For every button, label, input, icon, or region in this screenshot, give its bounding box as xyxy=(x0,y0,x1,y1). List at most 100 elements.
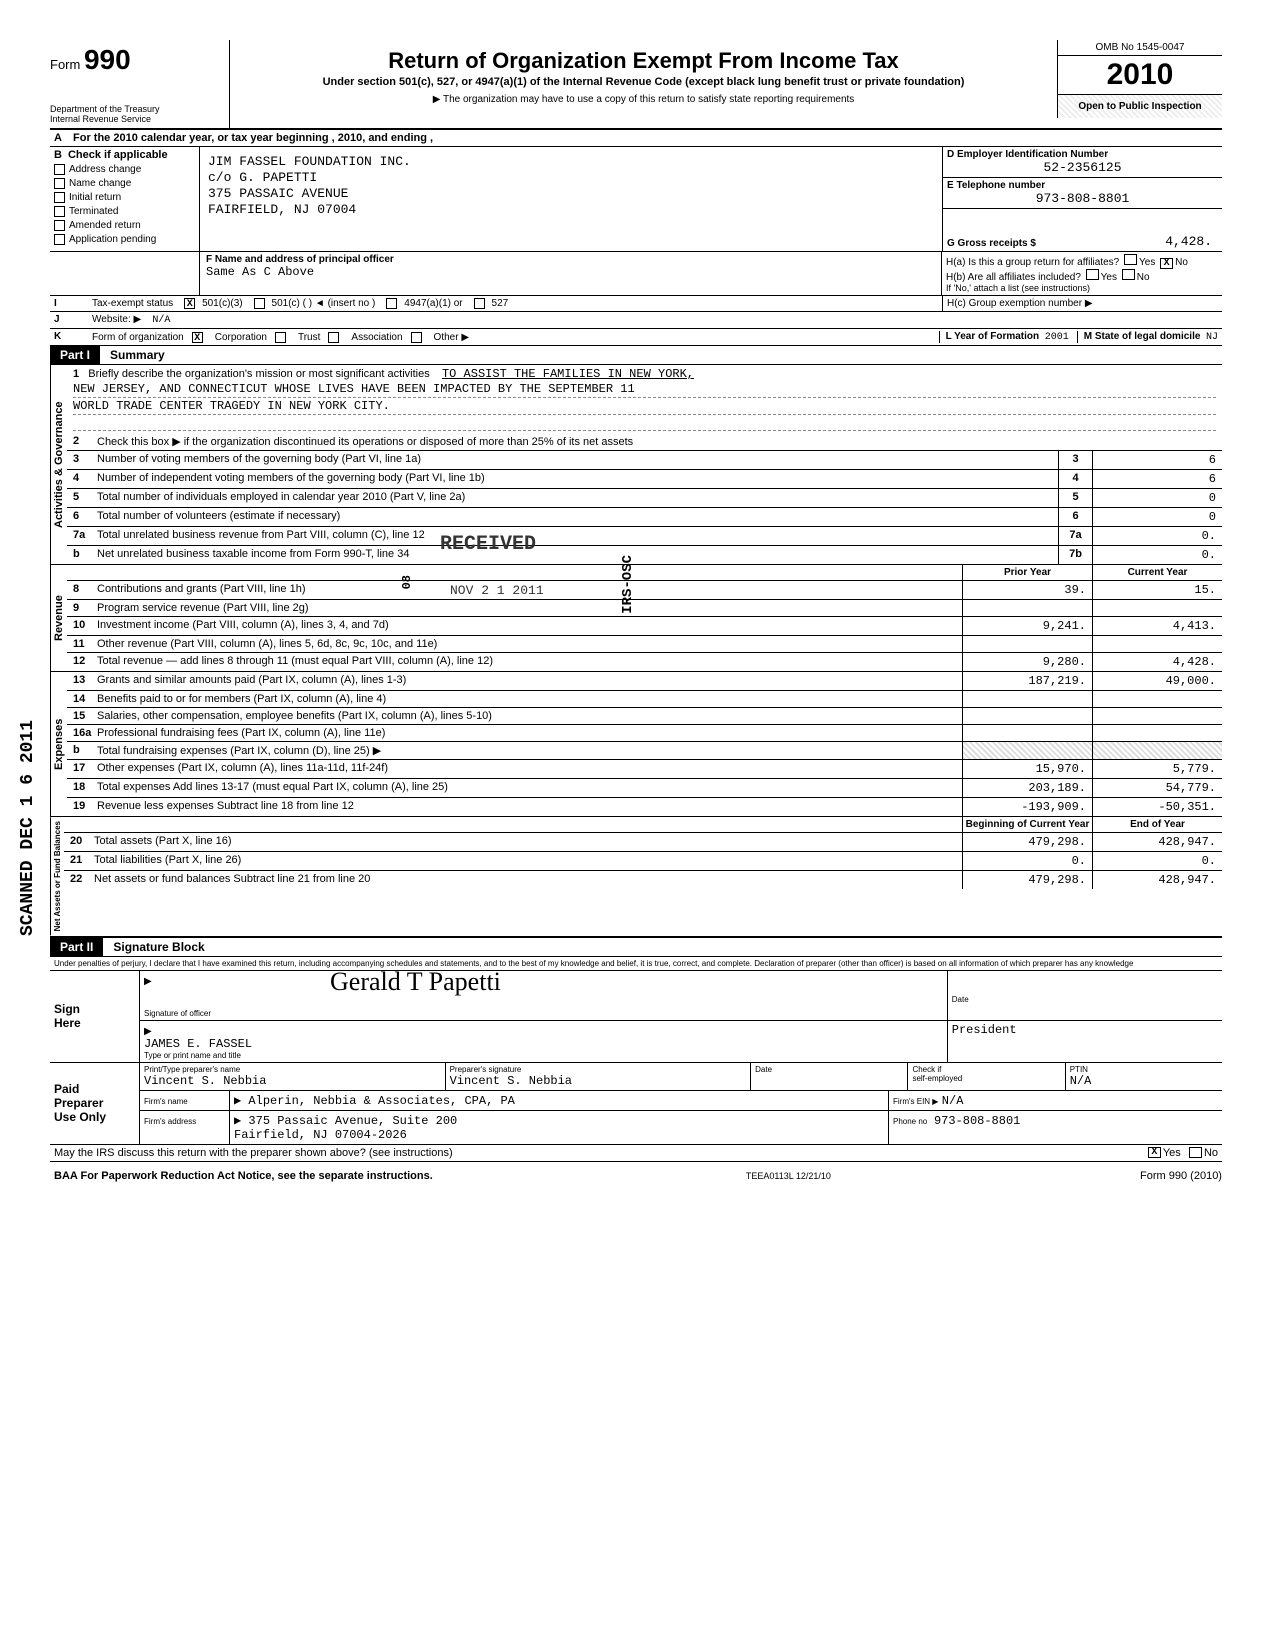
chk-address[interactable] xyxy=(54,164,65,175)
discuss-row: May the IRS discuss this return with the… xyxy=(50,1145,1222,1162)
ln-curr: 49,000. xyxy=(1092,672,1222,690)
j-body: Website: ▶ N/A xyxy=(88,312,1222,328)
ein-val: N/A xyxy=(942,1094,964,1108)
ln-prior xyxy=(962,725,1092,741)
lbl-terminated: Terminated xyxy=(69,206,118,217)
firm-name: ▶ Alperin, Nebbia & Associates, CPA, PA xyxy=(234,1094,515,1108)
k-other-box[interactable] xyxy=(411,332,422,343)
ha-row: H(a) Is this a group return for affiliat… xyxy=(946,254,1218,269)
firm-addr2: Fairfield, NJ 07004-2026 xyxy=(234,1128,884,1142)
ln-num: 20 xyxy=(64,833,90,851)
k-assoc-box[interactable] xyxy=(328,332,339,343)
ln-curr xyxy=(1092,636,1222,652)
k-text: Form of organization xyxy=(92,332,184,343)
ln-curr xyxy=(1092,708,1222,724)
lbl-amended: Amended return xyxy=(69,220,141,231)
chk-amended[interactable] xyxy=(54,220,65,231)
i-527-box[interactable] xyxy=(474,298,485,309)
discuss-no: No xyxy=(1204,1147,1218,1159)
discuss-text: May the IRS discuss this return with the… xyxy=(54,1147,1146,1159)
chk-pending[interactable] xyxy=(54,234,65,245)
omb-number: OMB No 1545-0047 xyxy=(1058,40,1222,56)
rev-header: Prior Year Current Year xyxy=(67,565,1222,581)
sig-date-label: Date xyxy=(952,995,1218,1004)
chk-terminated[interactable] xyxy=(54,206,65,217)
ln-txt: Total number of individuals employed in … xyxy=(93,489,1058,507)
row-21: 21Total liabilities (Part X, line 26)0.0… xyxy=(64,852,1222,871)
box-f-label: F Name and address of principal officer xyxy=(206,254,935,265)
ln-txt: Other expenses (Part IX, column (A), lin… xyxy=(93,760,962,778)
i-501c-box[interactable] xyxy=(254,298,265,309)
sign-here-label: Sign Here xyxy=(50,971,140,1062)
prep-name-cell: Print/Type preparer's name Vincent S. Ne… xyxy=(140,1063,446,1090)
ln-num: b xyxy=(67,742,93,759)
ln-val: 6 xyxy=(1092,451,1222,469)
line2-text: Check this box ▶ if the organization dis… xyxy=(93,433,1222,450)
k-trust: Trust xyxy=(298,332,320,343)
open-to-public: Open to Public Inspection xyxy=(1058,94,1222,118)
tax-year: 2010 xyxy=(1058,56,1222,94)
org-care-of: c/o G. PAPETTI xyxy=(208,170,934,185)
ln-prior xyxy=(962,600,1092,616)
stamp-scanned: SCANNED DEC 1 6 2011 xyxy=(18,720,38,936)
ln-num: 10 xyxy=(67,617,93,635)
ln-num: 22 xyxy=(64,871,90,889)
ln-prior xyxy=(962,708,1092,724)
ha-no-box[interactable]: X xyxy=(1160,258,1173,269)
i-501c3-box[interactable]: X xyxy=(184,298,195,309)
phone-val: 973-808-8801 xyxy=(934,1114,1020,1128)
preparer-label: Paid Preparer Use Only xyxy=(50,1063,140,1144)
ln-num: 18 xyxy=(67,779,93,797)
hdr-curr: Current Year xyxy=(1092,565,1222,580)
row-8: 8Contributions and grants (Part VIII, li… xyxy=(67,581,1222,600)
hb-label: H(b) Are all affiliates included? xyxy=(946,272,1081,283)
ln-curr: 428,947. xyxy=(1092,833,1222,851)
gov-row-4: 4Number of independent voting members of… xyxy=(67,470,1222,489)
discuss-no-box[interactable] xyxy=(1189,1147,1202,1158)
lbl-initial: Initial return xyxy=(69,192,121,203)
ln-txt: Net unrelated business taxable income fr… xyxy=(93,546,1058,564)
ln-box: 7b xyxy=(1058,546,1092,564)
line1-text-b: NEW JERSEY, AND CONNECTICUT WHOSE LIVES … xyxy=(73,381,1216,398)
ln-prior: 203,189. xyxy=(962,779,1092,797)
ln-box: 4 xyxy=(1058,470,1092,488)
header-center: Return of Organization Exempt From Incom… xyxy=(230,40,1057,113)
discuss-yes-box[interactable]: X xyxy=(1148,1147,1161,1158)
footer-code: TEEA0113L 12/21/10 xyxy=(746,1171,831,1181)
prep-l2: Preparer xyxy=(54,1096,135,1110)
ln-txt: Salaries, other compensation, employee b… xyxy=(93,708,962,724)
ln-num: 15 xyxy=(67,708,93,724)
officer-title-label: Type or print name and title xyxy=(144,1051,943,1060)
ln-curr: 5,779. xyxy=(1092,760,1222,778)
ln-val: 0 xyxy=(1092,508,1222,526)
i-501c: 501(c) ( ) ◄ (insert no ) xyxy=(272,298,376,309)
dept-treasury: Department of the Treasury xyxy=(50,104,223,114)
hb-yes-box[interactable] xyxy=(1086,269,1099,280)
chk-name[interactable] xyxy=(54,178,65,189)
i-4947-box[interactable] xyxy=(386,298,397,309)
box-h: H(a) Is this a group return for affiliat… xyxy=(942,252,1222,295)
ln-box: 5 xyxy=(1058,489,1092,507)
line1-label: Briefly describe the organization's miss… xyxy=(88,368,429,380)
phone-value: 973-808-8801 xyxy=(947,191,1218,206)
k-other: Other ▶ xyxy=(434,332,469,343)
ln-prior: 15,970. xyxy=(962,760,1092,778)
k-corp-box[interactable]: X xyxy=(192,332,203,343)
prep-col2-lbl: Preparer's signature xyxy=(450,1065,747,1074)
officer-name: JAMES E. FASSEL xyxy=(144,1037,943,1051)
ln-num: 9 xyxy=(67,600,93,616)
ln-curr: 4,413. xyxy=(1092,617,1222,635)
chk-initial[interactable] xyxy=(54,192,65,203)
gross-label: G Gross receipts $ xyxy=(947,238,1036,249)
hb-no-box[interactable] xyxy=(1122,269,1135,280)
vlabel-gov: Activities & Governance xyxy=(50,365,67,564)
k-trust-box[interactable] xyxy=(275,332,286,343)
sig-officer-label: Signature of officer xyxy=(144,1009,943,1018)
ln-num: 16a xyxy=(67,725,93,741)
ln-prior xyxy=(962,742,1092,759)
ln-curr: 0. xyxy=(1092,852,1222,870)
ln-txt: Professional fundraising fees (Part IX, … xyxy=(93,725,962,741)
ha-yes-box[interactable] xyxy=(1124,254,1137,265)
header-left: Form 990 Department of the Treasury Inte… xyxy=(50,40,230,128)
officer-name-cell: JAMES E. FASSEL Type or print name and t… xyxy=(140,1021,948,1062)
